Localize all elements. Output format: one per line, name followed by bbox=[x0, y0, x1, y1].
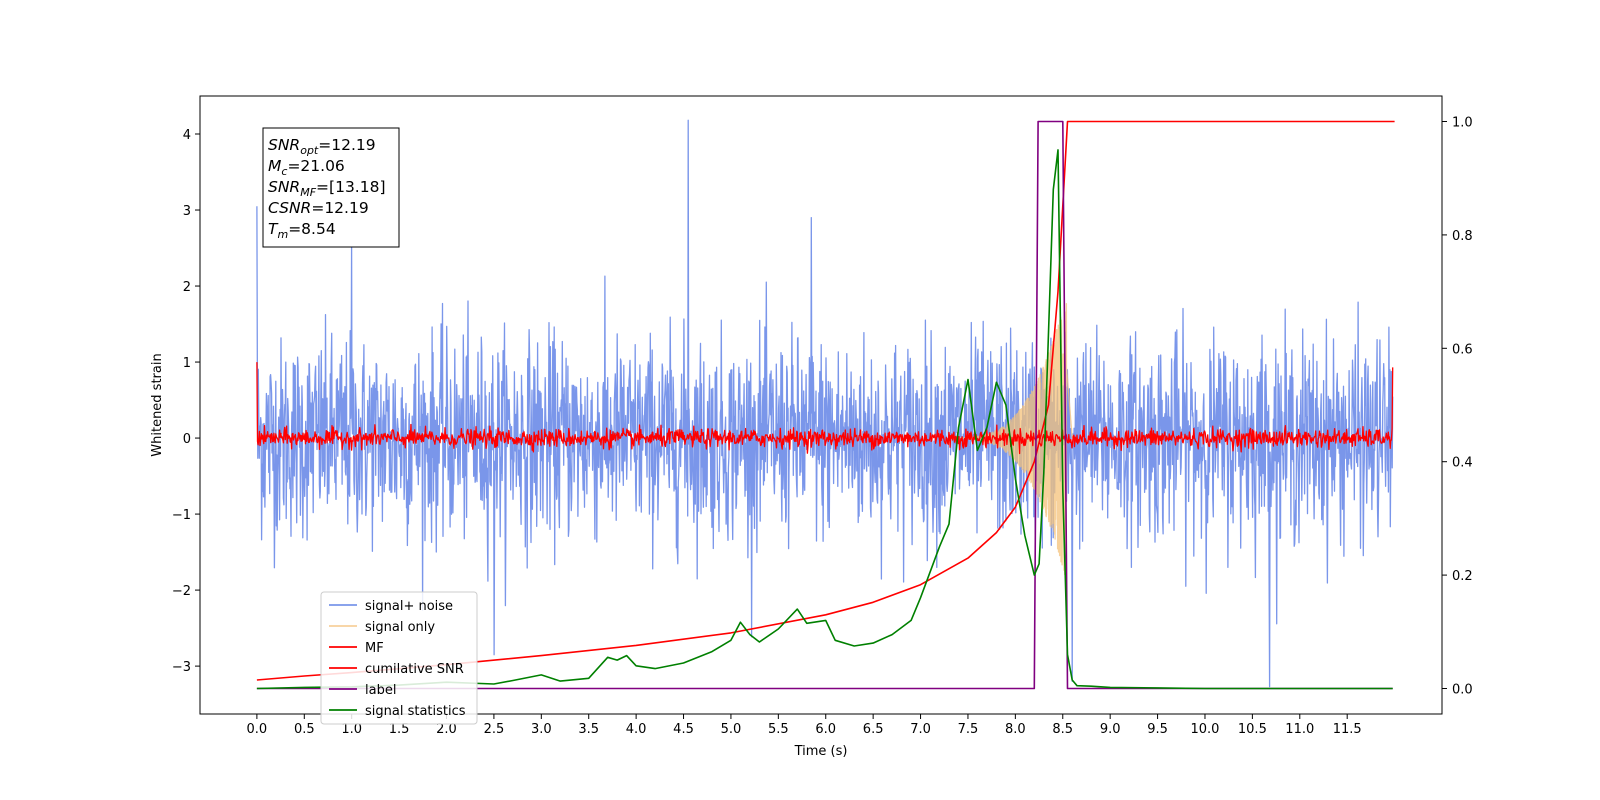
axes-layer: 0.0 0.5 1.0 1.5 2.0 2.5 3.0 3.5 4.0 4.5 5.0 5.5 6.0 6… bbox=[172, 116, 1473, 737]
x-tick-label: 4.0 bbox=[626, 722, 647, 737]
x-tick-label: 8.5 bbox=[1052, 722, 1073, 737]
legend: signal+ noise signal only MF cumilative SNR… bbox=[320, 591, 478, 725]
y-tick-label: 2 bbox=[183, 280, 191, 295]
x-tick-label: 6.5 bbox=[863, 722, 884, 737]
x-tick-label: 3.0 bbox=[531, 722, 552, 737]
y-tick-label: −3 bbox=[172, 660, 191, 675]
y-tick-label: 0 bbox=[183, 432, 191, 447]
x-tick-label: 11.5 bbox=[1333, 722, 1362, 737]
annotation-line: Mc=21.06 bbox=[268, 157, 345, 178]
x-tick-label: 6.0 bbox=[815, 722, 836, 737]
y2-tick-label: 1.0 bbox=[1452, 116, 1473, 131]
x-tick-label: 4.5 bbox=[673, 722, 694, 737]
y-tick-label: 3 bbox=[183, 204, 191, 219]
y-tick-label: −2 bbox=[172, 584, 191, 599]
annotation-box: SNRopt=12.19Mc=21.06SNRMF=[13.18]CSNR=12… bbox=[262, 127, 400, 248]
x-tick-label: 0.5 bbox=[294, 722, 315, 737]
series-line bbox=[256, 149, 1393, 690]
x-tick-label: 10.0 bbox=[1191, 722, 1220, 737]
x-tick-label: 2.5 bbox=[484, 722, 505, 737]
x-tick-label: 1.0 bbox=[341, 722, 362, 737]
x-axis-label: Time (s) bbox=[794, 744, 848, 759]
y2-tick-label: 0.4 bbox=[1452, 456, 1473, 471]
x-tick-label: 0.0 bbox=[247, 722, 268, 737]
legend-label: label bbox=[365, 683, 396, 698]
legend-frame bbox=[320, 591, 478, 725]
x-tick-label: 2.0 bbox=[436, 722, 457, 737]
annotation-line: SNRopt=12.19 bbox=[268, 136, 376, 157]
x-tick-label: 11.0 bbox=[1285, 722, 1314, 737]
x-tick-label: 5.5 bbox=[768, 722, 789, 737]
x-tick-label: 8.0 bbox=[1005, 722, 1026, 737]
series-line bbox=[256, 362, 1394, 455]
x-tick-label: 7.5 bbox=[958, 722, 979, 737]
annotation-line: CSNR=12.19 bbox=[268, 199, 369, 217]
plot-frame bbox=[199, 95, 1443, 715]
y2-tick-label: 0.8 bbox=[1452, 229, 1473, 244]
legend-label: signal+ noise bbox=[365, 599, 453, 614]
x-tick-label: 7.0 bbox=[910, 722, 931, 737]
legend-label: cumilative SNR bbox=[365, 662, 464, 677]
legend-label: signal only bbox=[365, 620, 435, 635]
y2-tick-label: 0.2 bbox=[1452, 569, 1473, 584]
y2-tick-label: 0.0 bbox=[1452, 682, 1473, 697]
annotation-frame bbox=[262, 127, 400, 248]
legend-label: MF bbox=[365, 641, 384, 656]
legend-label: signal statistics bbox=[365, 704, 466, 719]
x-tick-label: 9.0 bbox=[1100, 722, 1121, 737]
annotation-line: SNRMF=[13.18] bbox=[268, 178, 386, 199]
x-tick-label: 1.5 bbox=[389, 722, 410, 737]
y2-tick-label: 0.6 bbox=[1452, 342, 1473, 357]
series-line bbox=[256, 120, 1393, 690]
y-tick-label: −1 bbox=[172, 508, 191, 523]
annotation-line: Tm=8.54 bbox=[268, 220, 336, 241]
x-tick-label: 9.5 bbox=[1147, 722, 1168, 737]
x-tick-label: 3.5 bbox=[578, 722, 599, 737]
y-axis-label: Whitened strain bbox=[150, 353, 165, 456]
x-tick-label: 10.5 bbox=[1238, 722, 1267, 737]
y-tick-label: 1 bbox=[183, 356, 191, 371]
x-tick-label: 5.0 bbox=[721, 722, 742, 737]
y-tick-label: 4 bbox=[183, 128, 191, 143]
